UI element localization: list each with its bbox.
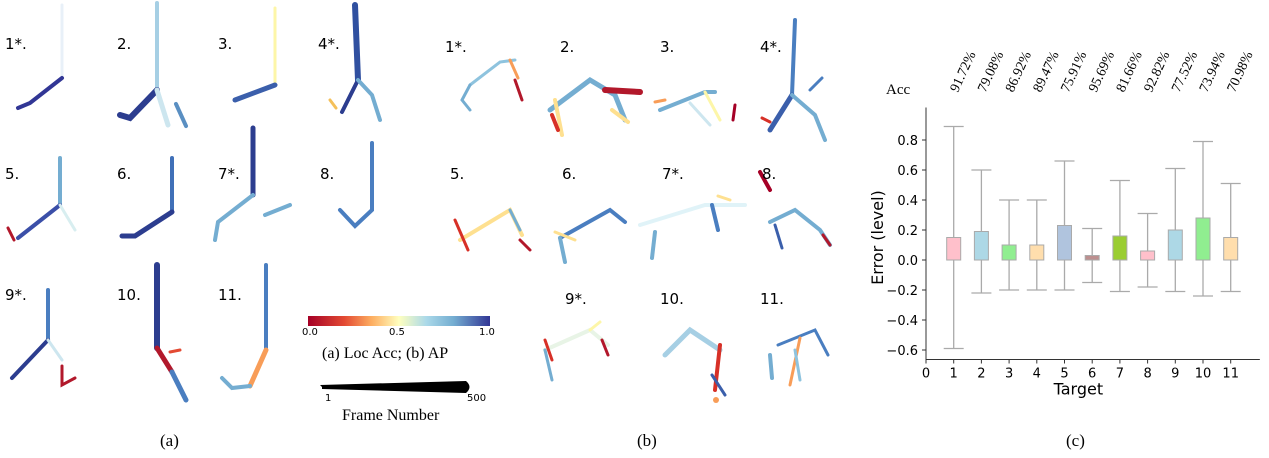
colorbar-title: (a) Loc Acc; (b) AP	[322, 345, 449, 362]
box-target-10	[1195, 217, 1211, 261]
skeleton-b4	[760, 18, 827, 142]
skeleton-a6	[119, 156, 175, 239]
x-tick-label: 11	[1222, 367, 1239, 382]
x-tick-label: 0	[922, 367, 930, 382]
skeleton-a5	[6, 156, 77, 242]
panel-b-label: 5.	[450, 165, 465, 183]
skeleton-a3	[232, 6, 278, 103]
skeleton-a8	[338, 141, 374, 229]
y-tick-label: 0.0	[897, 254, 918, 269]
panel-b-label: 6.	[562, 165, 577, 183]
panel-b-label: 8.	[762, 165, 777, 183]
skeleton-b6	[553, 207, 627, 264]
x-tick-label: 3	[1005, 367, 1013, 382]
skeleton-b10	[662, 326, 727, 403]
box-target-7	[1112, 235, 1128, 261]
x-tick-label: 10	[1195, 367, 1212, 382]
x-axis-label: Target	[1053, 380, 1104, 399]
caption-b: (b)	[637, 431, 657, 450]
x-tick-label: 1	[950, 367, 958, 382]
skeleton-b3	[653, 90, 737, 127]
skeleton-b8	[758, 170, 832, 250]
colorbar-tick: 1.0	[479, 327, 495, 338]
box-target-4	[1029, 244, 1045, 261]
frame-width-wedge	[320, 381, 470, 393]
panel-a-label: 6.	[117, 165, 132, 183]
y-tick-label: 0.8	[897, 134, 918, 149]
panel-b-label: 7*.	[662, 165, 684, 183]
box-target-9	[1167, 229, 1183, 261]
skeleton-b1	[460, 58, 524, 112]
y-tick-label: 0.2	[897, 224, 918, 239]
panel-b-label: 9*.	[565, 290, 587, 308]
panel-a-label: 10.	[117, 286, 141, 304]
width-tick: 1	[325, 393, 332, 404]
skeleton-b11	[768, 328, 830, 387]
box-target-5	[1057, 225, 1072, 261]
skeleton-a11	[220, 263, 269, 391]
acc-label: Acc	[886, 82, 910, 98]
skeleton-a2	[117, 1, 188, 128]
panel-b-label: 11.	[760, 290, 784, 308]
acc-value: 70.98%	[1225, 49, 1257, 95]
panel-a-label: 7*.	[218, 165, 240, 183]
caption-a: (a)	[160, 431, 179, 450]
box-target-3	[1001, 244, 1017, 261]
x-tick-label: 5	[1060, 367, 1068, 382]
panel-a-label: 3.	[218, 35, 233, 53]
skeleton-a7	[213, 125, 292, 242]
x-tick-label: 6	[1088, 367, 1096, 382]
box-target-6	[1084, 255, 1100, 261]
y-tick-label: −0.2	[886, 284, 918, 299]
skeleton-a4	[328, 2, 382, 122]
panel-a-label: 1*.	[5, 35, 27, 53]
box-target-11	[1223, 237, 1239, 261]
y-tick-label: 0.6	[897, 164, 918, 179]
skeleton-b7	[638, 194, 747, 260]
panel-a-label: 4*.	[318, 35, 340, 53]
box-target-1	[946, 237, 962, 261]
panel-b-label: 10.	[660, 290, 684, 308]
skeleton-b5	[453, 207, 532, 252]
panel-a-label: 5.	[5, 165, 20, 183]
colorbar-tick: 0.5	[389, 327, 405, 338]
caption-c: (c)	[1066, 431, 1085, 450]
y-axis-label: Error (level)	[868, 190, 887, 285]
skeleton-b9	[543, 320, 610, 382]
panel-b-label: 4*.	[760, 38, 782, 56]
panel-a-label: 11.	[218, 286, 242, 304]
panel-a-label: 2.	[117, 35, 132, 53]
x-tick-label: 7	[1116, 367, 1124, 382]
skeleton-a10	[154, 262, 189, 403]
panel-a-label: 9*.	[5, 286, 27, 304]
width-title: Frame Number	[342, 407, 440, 424]
y-tick-label: −0.4	[886, 314, 918, 329]
skeleton-b2	[547, 76, 643, 137]
panel-a-label: 8.	[320, 165, 335, 183]
box-target-8	[1140, 250, 1156, 261]
width-tick: 500	[467, 393, 487, 404]
colorbar-tick: 0.0	[302, 327, 318, 338]
box-target-2	[973, 231, 989, 261]
panel-b-label: 1*.	[445, 38, 467, 56]
x-tick-label: 4	[1033, 367, 1041, 382]
skeleton-a9	[10, 288, 77, 388]
panel-b-label: 3.	[660, 38, 675, 56]
y-tick-label: −0.6	[886, 344, 918, 359]
colorbar	[308, 316, 490, 326]
x-tick-label: 8	[1143, 367, 1151, 382]
y-tick-label: 0.4	[897, 194, 918, 209]
x-tick-label: 2	[977, 367, 985, 382]
panel-b-label: 2.	[560, 38, 575, 56]
x-tick-label: 9	[1171, 367, 1179, 382]
skeleton-a1	[16, 3, 64, 110]
